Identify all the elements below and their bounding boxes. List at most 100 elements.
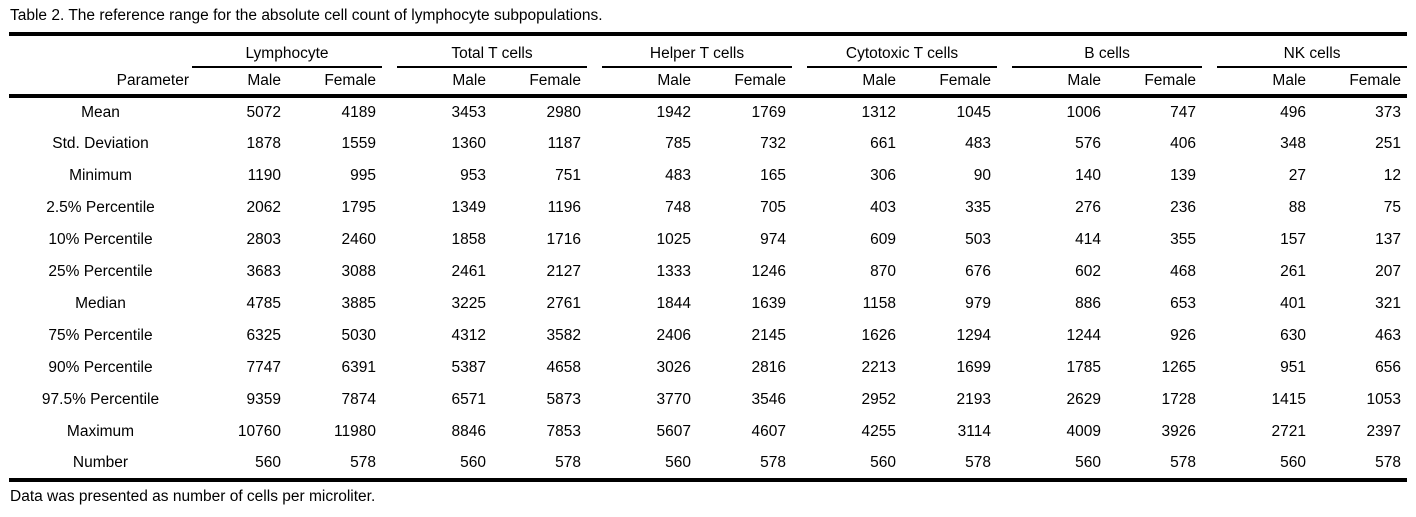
column-spacer (587, 256, 602, 288)
value-cell: 6391 (341, 359, 376, 376)
table-figure: Table 2. The reference range for the abs… (9, 7, 1408, 505)
value-cell: 496 (1280, 104, 1307, 121)
value-cell: 207 (1375, 263, 1402, 280)
value-cell: 4312 (451, 327, 486, 344)
value-cell: 653 (1170, 295, 1197, 312)
column-spacer (587, 288, 602, 320)
column-spacer (1202, 67, 1218, 98)
value-cell: 2213 (861, 359, 897, 376)
value-cell: 1716 (546, 231, 581, 248)
column-spacer (792, 384, 807, 416)
column-spacer (792, 256, 807, 288)
value-cell: 676 (965, 263, 992, 280)
value-cell: 560 (460, 454, 486, 471)
value-cell: 602 (1075, 263, 1102, 280)
value-cell: 10760 (237, 423, 281, 440)
value-cell: 236 (1170, 199, 1197, 216)
table-row: Maximum 10760 11980 8846 7853 5607 4607 4255 311… (9, 416, 1407, 448)
column-spacer (382, 352, 397, 384)
value-cell: 4607 (751, 423, 787, 440)
column-spacer (382, 256, 397, 288)
table-row: 75% Percentile 6325 5030 4312 3582 2406 2145 16… (9, 320, 1407, 352)
value-cell: 4009 (1066, 423, 1102, 440)
value-cell: 2062 (246, 199, 281, 216)
value-cell: 953 (460, 167, 486, 184)
value-cell: 578 (555, 454, 581, 471)
value-cell: 6325 (246, 327, 281, 344)
value-cell: 403 (870, 199, 897, 216)
value-cell: 2193 (956, 391, 992, 408)
value-cell: 560 (255, 454, 281, 471)
male-column-header: Male (807, 67, 903, 98)
value-cell: 1728 (1161, 391, 1197, 408)
value-cell: 560 (1280, 454, 1307, 471)
value-cell: 483 (665, 167, 691, 184)
value-cell: 1265 (1161, 359, 1197, 376)
column-spacer (792, 96, 807, 128)
value-cell: 2461 (451, 263, 486, 280)
column-spacer (792, 448, 807, 480)
row-label: 25% Percentile (48, 263, 153, 280)
value-cell: 1053 (1366, 391, 1402, 408)
value-cell: 7853 (546, 423, 581, 440)
column-spacer (792, 128, 807, 160)
value-cell: 1626 (861, 327, 897, 344)
value-cell: 1190 (247, 167, 281, 184)
value-cell: 578 (1375, 454, 1402, 471)
column-spacer (587, 320, 602, 352)
value-cell: 139 (1170, 167, 1197, 184)
column-spacer (587, 352, 602, 384)
column-spacer (1202, 448, 1217, 480)
value-cell: 1858 (451, 231, 486, 248)
row-label: 97.5% Percentile (41, 391, 160, 408)
female-column-header: Female (1312, 67, 1408, 98)
value-cell: 463 (1375, 327, 1402, 344)
table-row: Mean 5072 4189 3453 2980 1942 1769 1312 1045 1006… (9, 96, 1407, 128)
table-row: 90% Percentile 7747 6391 5387 4658 3026 2816 22… (9, 352, 1407, 384)
column-spacer (792, 160, 807, 192)
column-spacer (587, 128, 602, 160)
value-cell: 8846 (451, 423, 486, 440)
value-cell: 5873 (546, 391, 581, 408)
table-row: 10% Percentile 2803 2460 1858 1716 1025 974 609… (9, 224, 1407, 256)
column-spacer (587, 416, 602, 448)
column-spacer (997, 160, 1012, 192)
male-column-header: Male (602, 67, 697, 98)
column-spacer (1202, 192, 1217, 224)
row-label: 75% Percentile (48, 327, 153, 344)
value-cell: 1699 (956, 359, 992, 376)
value-cell: 3770 (656, 391, 691, 408)
column-spacer (382, 34, 397, 67)
value-cell: 3114 (957, 423, 992, 440)
value-cell: 3225 (451, 295, 486, 312)
value-cell: 4658 (546, 359, 581, 376)
table-row: Std. Deviation 1878 1559 1360 1187 785 732 661 4… (9, 128, 1407, 160)
row-label: Maximum (66, 423, 135, 440)
column-spacer (587, 448, 602, 480)
value-cell: 705 (760, 199, 787, 216)
column-spacer (792, 224, 807, 256)
column-spacer (382, 448, 397, 480)
column-spacer (1202, 320, 1217, 352)
value-cell: 5387 (451, 359, 486, 376)
row-label: Minimum (69, 167, 132, 184)
value-cell: 3683 (246, 263, 281, 280)
value-cell: 1349 (451, 199, 486, 216)
value-cell: 2761 (546, 295, 581, 312)
value-cell: 3088 (341, 263, 376, 280)
value-cell: 3885 (341, 295, 376, 312)
column-spacer (1202, 96, 1217, 128)
value-cell: 2629 (1066, 391, 1102, 408)
column-spacer (587, 384, 602, 416)
value-cell: 560 (1075, 454, 1102, 471)
column-spacer (587, 192, 602, 224)
value-cell: 3546 (751, 391, 787, 408)
value-cell: 348 (1280, 135, 1307, 152)
value-cell: 251 (1375, 135, 1402, 152)
value-cell: 576 (1075, 135, 1102, 152)
value-cell: 137 (1375, 231, 1402, 248)
value-cell: 578 (350, 454, 376, 471)
value-cell: 751 (555, 167, 581, 184)
value-cell: 1312 (861, 104, 897, 121)
parameter-column-header: Parameter (9, 67, 192, 98)
